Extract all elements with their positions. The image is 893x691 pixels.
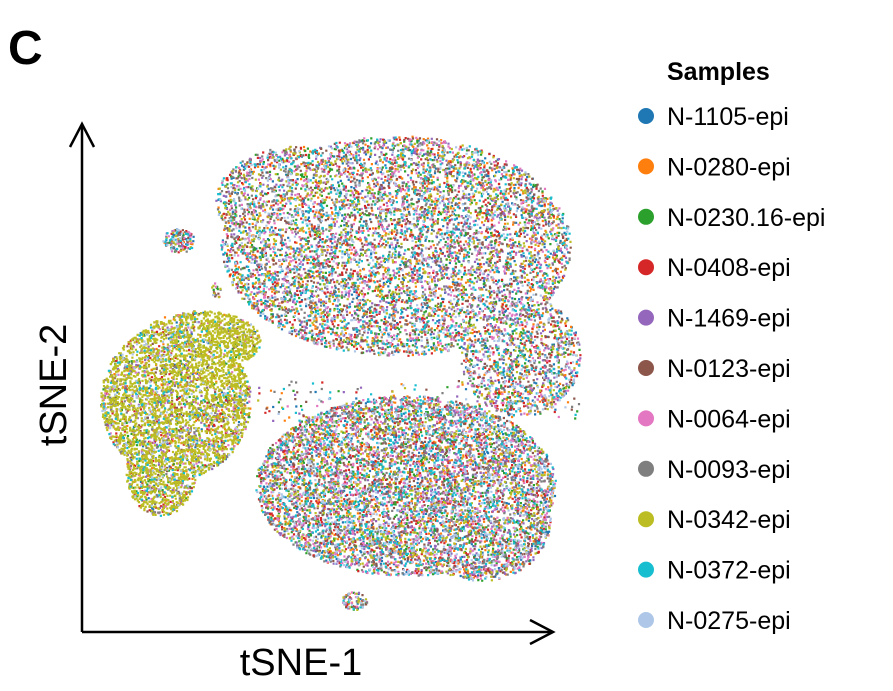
y-axis-title: tSNE-2 — [33, 324, 75, 446]
x-axis-title: tSNE-1 — [240, 642, 362, 684]
legend-swatch — [638, 511, 654, 528]
legend-label: N-0230.16-epi — [667, 204, 825, 232]
x-axis-arrow — [529, 618, 556, 646]
legend-label: N-0093-epi — [667, 456, 791, 484]
legend-label: N-0064-epi — [667, 405, 791, 433]
axes — [68, 121, 556, 646]
legend-title: Samples — [667, 58, 770, 86]
legend-item: N-1105-epi — [638, 103, 789, 131]
legend-label: N-1469-epi — [667, 305, 791, 333]
legend-label: N-0342-epi — [667, 506, 791, 534]
legend-swatch — [638, 561, 654, 578]
scatter-points — [100, 135, 582, 611]
legend-swatch — [638, 460, 654, 477]
legend-swatch — [638, 410, 654, 427]
points-N-0230.16-epi — [102, 137, 581, 611]
legend-label: N-0280-epi — [667, 153, 791, 181]
legend-item: N-0408-epi — [638, 254, 791, 282]
legend-swatch — [638, 360, 654, 376]
legend-label: N-0123-epi — [667, 355, 791, 383]
legend-item: N-0280-epi — [638, 153, 791, 181]
legend-swatch — [638, 208, 654, 225]
panel-label: C — [8, 22, 43, 75]
legend-label: N-1105-epi — [667, 103, 789, 131]
legend-swatch — [638, 158, 654, 175]
legend-item: N-0372-epi — [638, 557, 791, 585]
legend-label: N-0275-epi — [667, 607, 791, 635]
legend-swatch — [638, 612, 654, 628]
legend-item: N-0230.16-epi — [638, 204, 825, 232]
legend-item: N-0093-epi — [638, 456, 791, 484]
legend-label: N-0372-epi — [667, 557, 791, 585]
legend-item: N-1469-epi — [638, 305, 791, 333]
legend-swatch — [638, 259, 654, 276]
legend-label: N-0408-epi — [667, 254, 791, 282]
legend-item: N-0275-epi — [638, 607, 791, 635]
legend-item: N-0064-epi — [638, 405, 791, 433]
legend-swatch — [638, 309, 654, 326]
legend-swatch — [638, 108, 654, 124]
legend: Samples N-1105-epi N-0280-epi N-0230.16-ep… — [638, 58, 825, 635]
legend-item: N-0123-epi — [638, 355, 791, 383]
y-axis-arrow — [68, 121, 96, 148]
legend-item: N-0342-epi — [638, 506, 791, 534]
